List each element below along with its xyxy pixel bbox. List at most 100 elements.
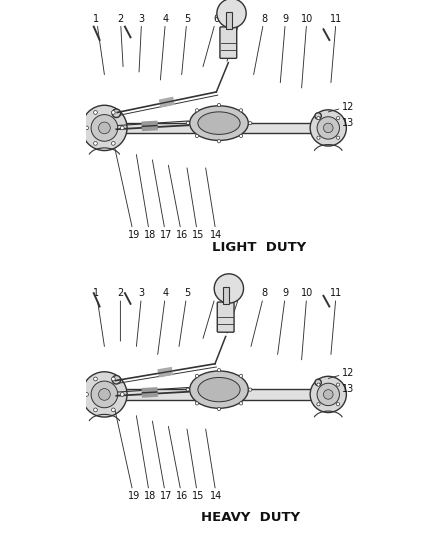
Circle shape (217, 407, 221, 410)
Circle shape (336, 383, 339, 386)
Circle shape (317, 117, 320, 120)
Text: 5: 5 (182, 14, 190, 75)
Circle shape (317, 136, 320, 139)
Text: 12: 12 (328, 102, 354, 112)
Circle shape (240, 374, 243, 377)
Circle shape (91, 115, 118, 141)
Text: 16: 16 (168, 165, 188, 239)
Circle shape (310, 376, 346, 413)
Circle shape (240, 402, 243, 405)
Circle shape (111, 110, 115, 114)
Text: 19: 19 (115, 410, 140, 500)
Circle shape (214, 274, 244, 303)
Circle shape (324, 123, 333, 133)
Circle shape (217, 103, 221, 107)
Circle shape (336, 402, 339, 406)
Ellipse shape (190, 371, 248, 408)
FancyBboxPatch shape (220, 27, 237, 58)
Circle shape (85, 392, 88, 397)
Circle shape (112, 375, 120, 384)
Circle shape (94, 110, 97, 114)
Circle shape (195, 402, 198, 405)
Text: 4: 4 (158, 288, 169, 354)
Text: 8: 8 (251, 288, 267, 346)
Text: 2: 2 (117, 288, 124, 341)
Circle shape (94, 377, 97, 381)
Text: 7: 7 (227, 14, 244, 61)
Text: 6: 6 (203, 14, 219, 67)
Circle shape (240, 109, 243, 112)
Circle shape (82, 106, 127, 150)
Text: 11: 11 (330, 288, 343, 354)
Circle shape (111, 142, 115, 146)
Text: 11: 11 (330, 14, 343, 83)
Circle shape (315, 112, 321, 119)
Circle shape (111, 408, 115, 412)
Text: 14: 14 (206, 168, 223, 239)
Text: 9: 9 (278, 288, 289, 354)
Text: 9: 9 (280, 14, 289, 83)
Circle shape (85, 126, 88, 130)
Ellipse shape (198, 377, 240, 402)
Circle shape (315, 379, 321, 386)
Text: 14: 14 (206, 429, 223, 500)
Circle shape (99, 122, 110, 134)
Circle shape (336, 117, 339, 120)
Circle shape (249, 122, 252, 125)
Text: 18: 18 (136, 416, 156, 500)
Text: 3: 3 (136, 288, 145, 346)
FancyBboxPatch shape (226, 12, 232, 29)
FancyBboxPatch shape (223, 287, 229, 304)
Ellipse shape (190, 106, 248, 140)
Circle shape (195, 374, 198, 377)
Text: 12: 12 (328, 368, 354, 378)
Circle shape (336, 136, 339, 139)
Text: 19: 19 (115, 149, 140, 239)
Circle shape (186, 388, 189, 391)
Circle shape (195, 134, 198, 138)
Circle shape (82, 372, 127, 417)
Circle shape (94, 142, 97, 146)
Circle shape (317, 383, 320, 386)
Text: 1: 1 (93, 14, 104, 75)
Circle shape (310, 110, 346, 146)
Text: 16: 16 (168, 426, 188, 500)
Text: 13: 13 (328, 384, 354, 394)
FancyBboxPatch shape (113, 123, 320, 133)
Circle shape (217, 0, 246, 28)
Circle shape (99, 389, 110, 400)
Ellipse shape (198, 112, 240, 134)
FancyBboxPatch shape (113, 389, 320, 400)
Text: 7: 7 (227, 288, 244, 333)
Circle shape (195, 109, 198, 112)
Text: 4: 4 (160, 14, 169, 80)
Text: 17: 17 (152, 160, 172, 239)
Text: 10: 10 (301, 14, 313, 88)
Text: 15: 15 (187, 429, 204, 500)
Circle shape (317, 117, 339, 139)
Text: 5: 5 (179, 288, 190, 346)
Text: HEAVY  DUTY: HEAVY DUTY (201, 511, 300, 523)
Text: 6: 6 (203, 288, 219, 338)
Text: 2: 2 (117, 14, 124, 67)
Circle shape (240, 134, 243, 138)
Circle shape (317, 402, 320, 406)
Text: 3: 3 (139, 14, 145, 72)
Text: LIGHT  DUTY: LIGHT DUTY (212, 241, 306, 254)
Text: 10: 10 (301, 288, 313, 360)
FancyBboxPatch shape (217, 302, 234, 332)
Circle shape (317, 383, 339, 406)
Circle shape (112, 109, 120, 118)
Circle shape (324, 390, 333, 399)
Circle shape (111, 377, 115, 381)
Text: 17: 17 (152, 421, 172, 500)
Text: 1: 1 (93, 288, 104, 346)
Text: 13: 13 (328, 118, 354, 128)
Circle shape (91, 381, 118, 408)
Circle shape (186, 122, 189, 125)
Circle shape (120, 126, 124, 130)
Circle shape (120, 392, 124, 397)
Text: 15: 15 (187, 168, 204, 239)
Circle shape (217, 140, 221, 143)
Circle shape (249, 388, 252, 391)
